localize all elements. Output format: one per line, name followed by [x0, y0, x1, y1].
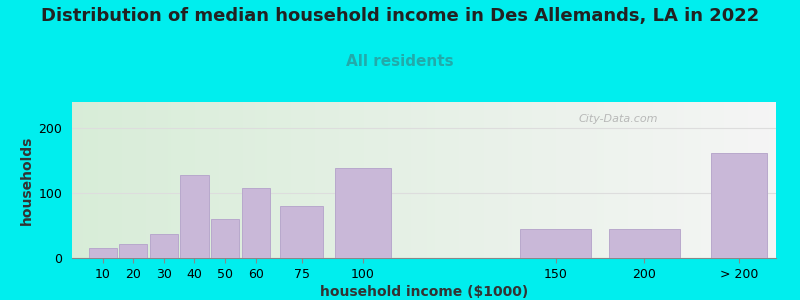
Bar — [609, 229, 679, 258]
Bar — [89, 248, 117, 258]
Text: City-Data.com: City-Data.com — [579, 115, 658, 124]
Bar — [281, 206, 322, 258]
Bar — [242, 188, 270, 258]
Bar — [150, 234, 178, 258]
Text: Distribution of median household income in Des Allemands, LA in 2022: Distribution of median household income … — [41, 8, 759, 26]
Text: All residents: All residents — [346, 54, 454, 69]
Bar — [334, 168, 391, 258]
Bar — [211, 219, 239, 258]
X-axis label: household income ($1000): household income ($1000) — [320, 285, 528, 299]
Y-axis label: households: households — [20, 135, 34, 225]
Bar — [180, 175, 209, 258]
Bar — [521, 229, 591, 258]
Bar — [119, 244, 147, 258]
Bar — [711, 153, 767, 258]
